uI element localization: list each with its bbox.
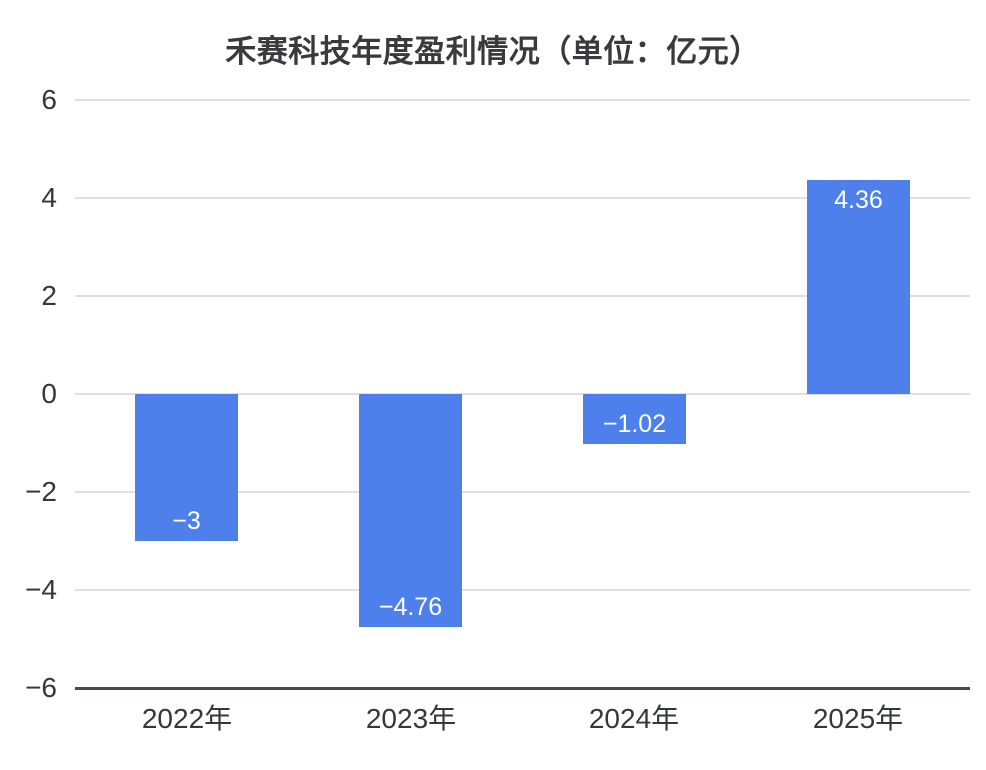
- x-axis-baseline: [75, 687, 970, 690]
- y-tick-label: 6: [41, 84, 57, 115]
- bar-value-label: 4.36: [834, 186, 883, 214]
- bar: −4.76: [359, 394, 462, 627]
- gridline: [75, 393, 970, 395]
- gridline: [75, 295, 970, 297]
- chart-title: 禾赛科技年度盈利情况（单位：亿元）: [225, 34, 761, 69]
- y-tick-label: −2: [25, 476, 57, 507]
- gridline: [75, 491, 970, 493]
- x-tick-label: 2023年: [365, 703, 457, 734]
- gridline: [75, 197, 970, 199]
- gridline: [75, 99, 970, 101]
- bar: 4.36: [807, 180, 910, 394]
- y-tick-label: −4: [25, 574, 57, 605]
- y-tick-label: −6: [25, 672, 57, 703]
- bar-value-label: −3: [172, 507, 201, 535]
- y-tick-label: 2: [41, 280, 57, 311]
- y-tick-label: 4: [41, 182, 57, 213]
- gridline: [75, 589, 970, 591]
- bar-value-label: −1.02: [602, 410, 667, 438]
- x-tick-label: 2025年: [812, 703, 904, 734]
- bar-value-label: −4.76: [378, 593, 443, 621]
- bar: −1.02: [583, 394, 686, 444]
- x-tick-label: 2024年: [588, 703, 680, 734]
- bar: −3: [135, 394, 238, 541]
- y-tick-label: 0: [41, 378, 57, 409]
- x-tick-label: 2022年: [141, 703, 233, 734]
